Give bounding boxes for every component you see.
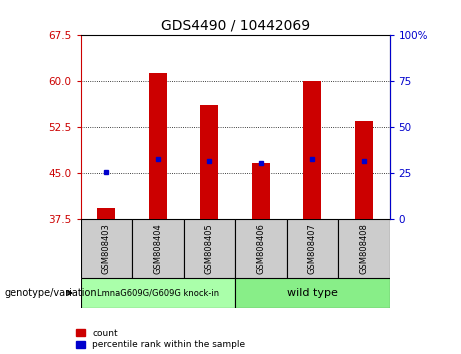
Text: genotype/variation: genotype/variation [5,288,97,298]
Title: GDS4490 / 10442069: GDS4490 / 10442069 [160,19,310,33]
Text: GSM808406: GSM808406 [256,223,266,274]
Bar [81,278,235,308]
Bar [149,73,167,219]
Text: GSM808408: GSM808408 [359,223,368,274]
Text: LmnaG609G/G609G knock-in: LmnaG609G/G609G knock-in [97,289,219,297]
Bar [201,105,219,219]
Legend: count, percentile rank within the sample: count, percentile rank within the sample [76,329,245,349]
Text: GSM808405: GSM808405 [205,223,214,274]
Bar [132,219,183,278]
Text: GSM808407: GSM808407 [308,223,317,274]
Bar [81,219,132,278]
Text: GSM808403: GSM808403 [102,223,111,274]
Bar [183,219,235,278]
Bar [252,163,270,219]
Text: GSM808404: GSM808404 [154,223,162,274]
Text: wild type: wild type [287,288,338,298]
Bar [355,121,373,219]
Bar [338,219,390,278]
Bar [235,278,390,308]
Bar [287,219,338,278]
Bar [235,219,287,278]
Bar [303,81,321,219]
Bar [97,209,115,219]
